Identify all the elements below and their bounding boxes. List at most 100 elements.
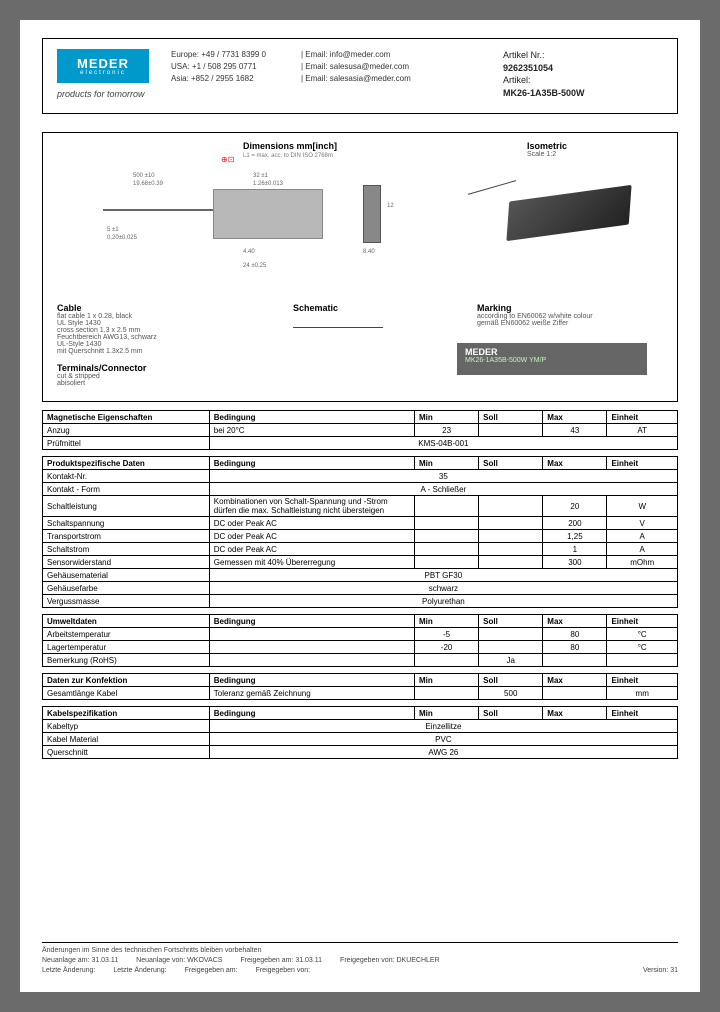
artikel: MK26-1A35B-500W — [503, 87, 663, 100]
dim-d6: 4.40 — [243, 249, 255, 255]
cell-unit: AT — [607, 424, 678, 437]
contact-row: Asia: +852 / 2955 1682| Email: salesasia… — [171, 73, 489, 85]
contact-region: USA: +1 / 508 295 0771 — [171, 61, 291, 73]
cell-prop: Prüfmittel — [43, 437, 210, 450]
schematic-symbol — [293, 327, 383, 328]
cell-min — [415, 517, 479, 530]
marking-title: Marking — [477, 303, 637, 313]
cell-soll: Ja — [479, 654, 543, 667]
f-l1c: Freigegeben am: — [240, 957, 293, 964]
f-l1b: Neuanlage von: — [136, 957, 185, 964]
cell-prop: Kabeltyp — [43, 720, 210, 733]
col-min: Min — [415, 411, 479, 424]
dim-d1: 500 ±10 — [133, 173, 155, 179]
cell-prop: Vergussmasse — [43, 595, 210, 608]
spec-table: Daten zur KonfektionBedingungMinSollMaxE… — [42, 673, 678, 700]
col-unit: Einheit — [607, 615, 678, 628]
logo-text: MEDER — [77, 57, 129, 70]
f-l1bv: WKOVACS — [187, 957, 222, 964]
dim-d10: 8.40 — [363, 249, 375, 255]
f-ver: 31 — [670, 967, 678, 974]
cell-prop: Gesamtlänge Kabel — [43, 687, 210, 700]
col-max: Max — [543, 615, 607, 628]
cell-prop: Schaltstrom — [43, 543, 210, 556]
cell-unit: °C — [607, 628, 678, 641]
iso-body — [506, 185, 631, 241]
table-row: Kabel MaterialPVC — [43, 733, 678, 746]
contact-row: USA: +1 / 508 295 0771 | Email: salesusa@… — [171, 61, 489, 73]
cell-prop: Kabel Material — [43, 733, 210, 746]
cell-max: 80 — [543, 641, 607, 654]
table-row: SchaltleistungKombinationen von Schalt-S… — [43, 496, 678, 517]
artikelnr-label: Artikel Nr.: — [503, 49, 663, 62]
cell-min — [415, 654, 479, 667]
cell-prop: Anzug — [43, 424, 210, 437]
f-l1d: Freigegeben von: — [340, 957, 394, 964]
text-line: flat cable 1 x 0.28, black — [57, 313, 237, 320]
text-line: cut & stripped — [57, 373, 237, 380]
f-l2c: Freigegeben am: — [185, 967, 238, 974]
table-row: Arbeitstemperatur-580°C — [43, 628, 678, 641]
cable-title: Cable — [57, 303, 237, 313]
cell-min — [415, 496, 479, 517]
table-row: Gesamtlänge KabelToleranz gemäß Zeichnun… — [43, 687, 678, 700]
col-max: Max — [543, 674, 607, 687]
text-line: mit Querschnitt 1.3x2.5 mm — [57, 348, 237, 355]
cell-min: -20 — [415, 641, 479, 654]
cell-cond: DC oder Peak AC — [209, 543, 414, 556]
table-row: SchaltspannungDC oder Peak AC200V — [43, 517, 678, 530]
dimensions-title: Dimensions mm[inch] — [243, 141, 337, 151]
cell-prop: Bemerkung (RoHS) — [43, 654, 210, 667]
cell-span: Polyurethan — [209, 595, 677, 608]
cell-max: 300 — [543, 556, 607, 569]
cell-min: 23 — [415, 424, 479, 437]
table-row: SchaltstromDC oder Peak AC1A — [43, 543, 678, 556]
f-l2d: Freigegeben von: — [256, 967, 310, 974]
cell-unit: A — [607, 543, 678, 556]
cell-unit: A — [607, 530, 678, 543]
col-soll: Soll — [479, 411, 543, 424]
drawing-side — [363, 185, 381, 243]
terminals-lines: cut & strippedabisoliert — [57, 373, 237, 387]
dim-title-text: Dimensions mm[inch] — [243, 141, 337, 151]
spec-table: UmweltdatenBedingungMinSollMaxEinheitArb… — [42, 614, 678, 667]
contact-email: | Email: info@meder.com — [301, 49, 421, 61]
cell-prop: Schaltleistung — [43, 496, 210, 517]
col-max: Max — [543, 457, 607, 470]
cable-lines: flat cable 1 x 0.28, blackUL Style 1430c… — [57, 313, 237, 355]
cell-unit: mOhm — [607, 556, 678, 569]
terminals-block: Terminals/Connector cut & strippedabisol… — [57, 363, 237, 387]
cell-soll — [479, 496, 543, 517]
cell-max — [543, 687, 607, 700]
marking-lines: according to EN60062 w/white colourgemäß… — [477, 313, 637, 327]
contact-email: | Email: salesusa@meder.com — [301, 61, 421, 73]
col-soll: Soll — [479, 707, 543, 720]
col-min: Min — [415, 615, 479, 628]
text-line: abisoliert — [57, 380, 237, 387]
cell-cond: DC oder Peak AC — [209, 530, 414, 543]
cell-span: schwarz — [209, 582, 677, 595]
cell-prop: Sensorwiderstand — [43, 556, 210, 569]
col-unit: Einheit — [607, 411, 678, 424]
col-max: Max — [543, 411, 607, 424]
col-title: Umweltdaten — [43, 615, 210, 628]
datasheet-page: MEDER electronic products for tomorrow E… — [20, 20, 700, 992]
col-cond: Bedingung — [209, 411, 414, 424]
cell-unit: mm — [607, 687, 678, 700]
col-title: Produktspezifische Daten — [43, 457, 210, 470]
text-line: according to EN60062 w/white colour — [477, 313, 637, 320]
f-l2b: Letzte Änderung: — [113, 967, 166, 974]
table-row: Anzugbei 20°C2343AT — [43, 424, 678, 437]
table-row: Gehäusefarbeschwarz — [43, 582, 678, 595]
spec-table: Magnetische EigenschaftenBedingungMinSol… — [42, 410, 678, 450]
table-row: Kontakt - FormA - Schließer — [43, 483, 678, 496]
isometric-title: Isometric Scale 1:2 — [527, 141, 567, 158]
text-line: UL-Style 1430 — [57, 341, 237, 348]
cell-span: PVC — [209, 733, 677, 746]
col-soll: Soll — [479, 457, 543, 470]
text-line: UL Style 1430 — [57, 320, 237, 327]
cell-soll — [479, 628, 543, 641]
cell-cond: Kombinationen von Schalt-Spannung und -S… — [209, 496, 414, 517]
cell-unit — [607, 654, 678, 667]
col-soll: Soll — [479, 615, 543, 628]
